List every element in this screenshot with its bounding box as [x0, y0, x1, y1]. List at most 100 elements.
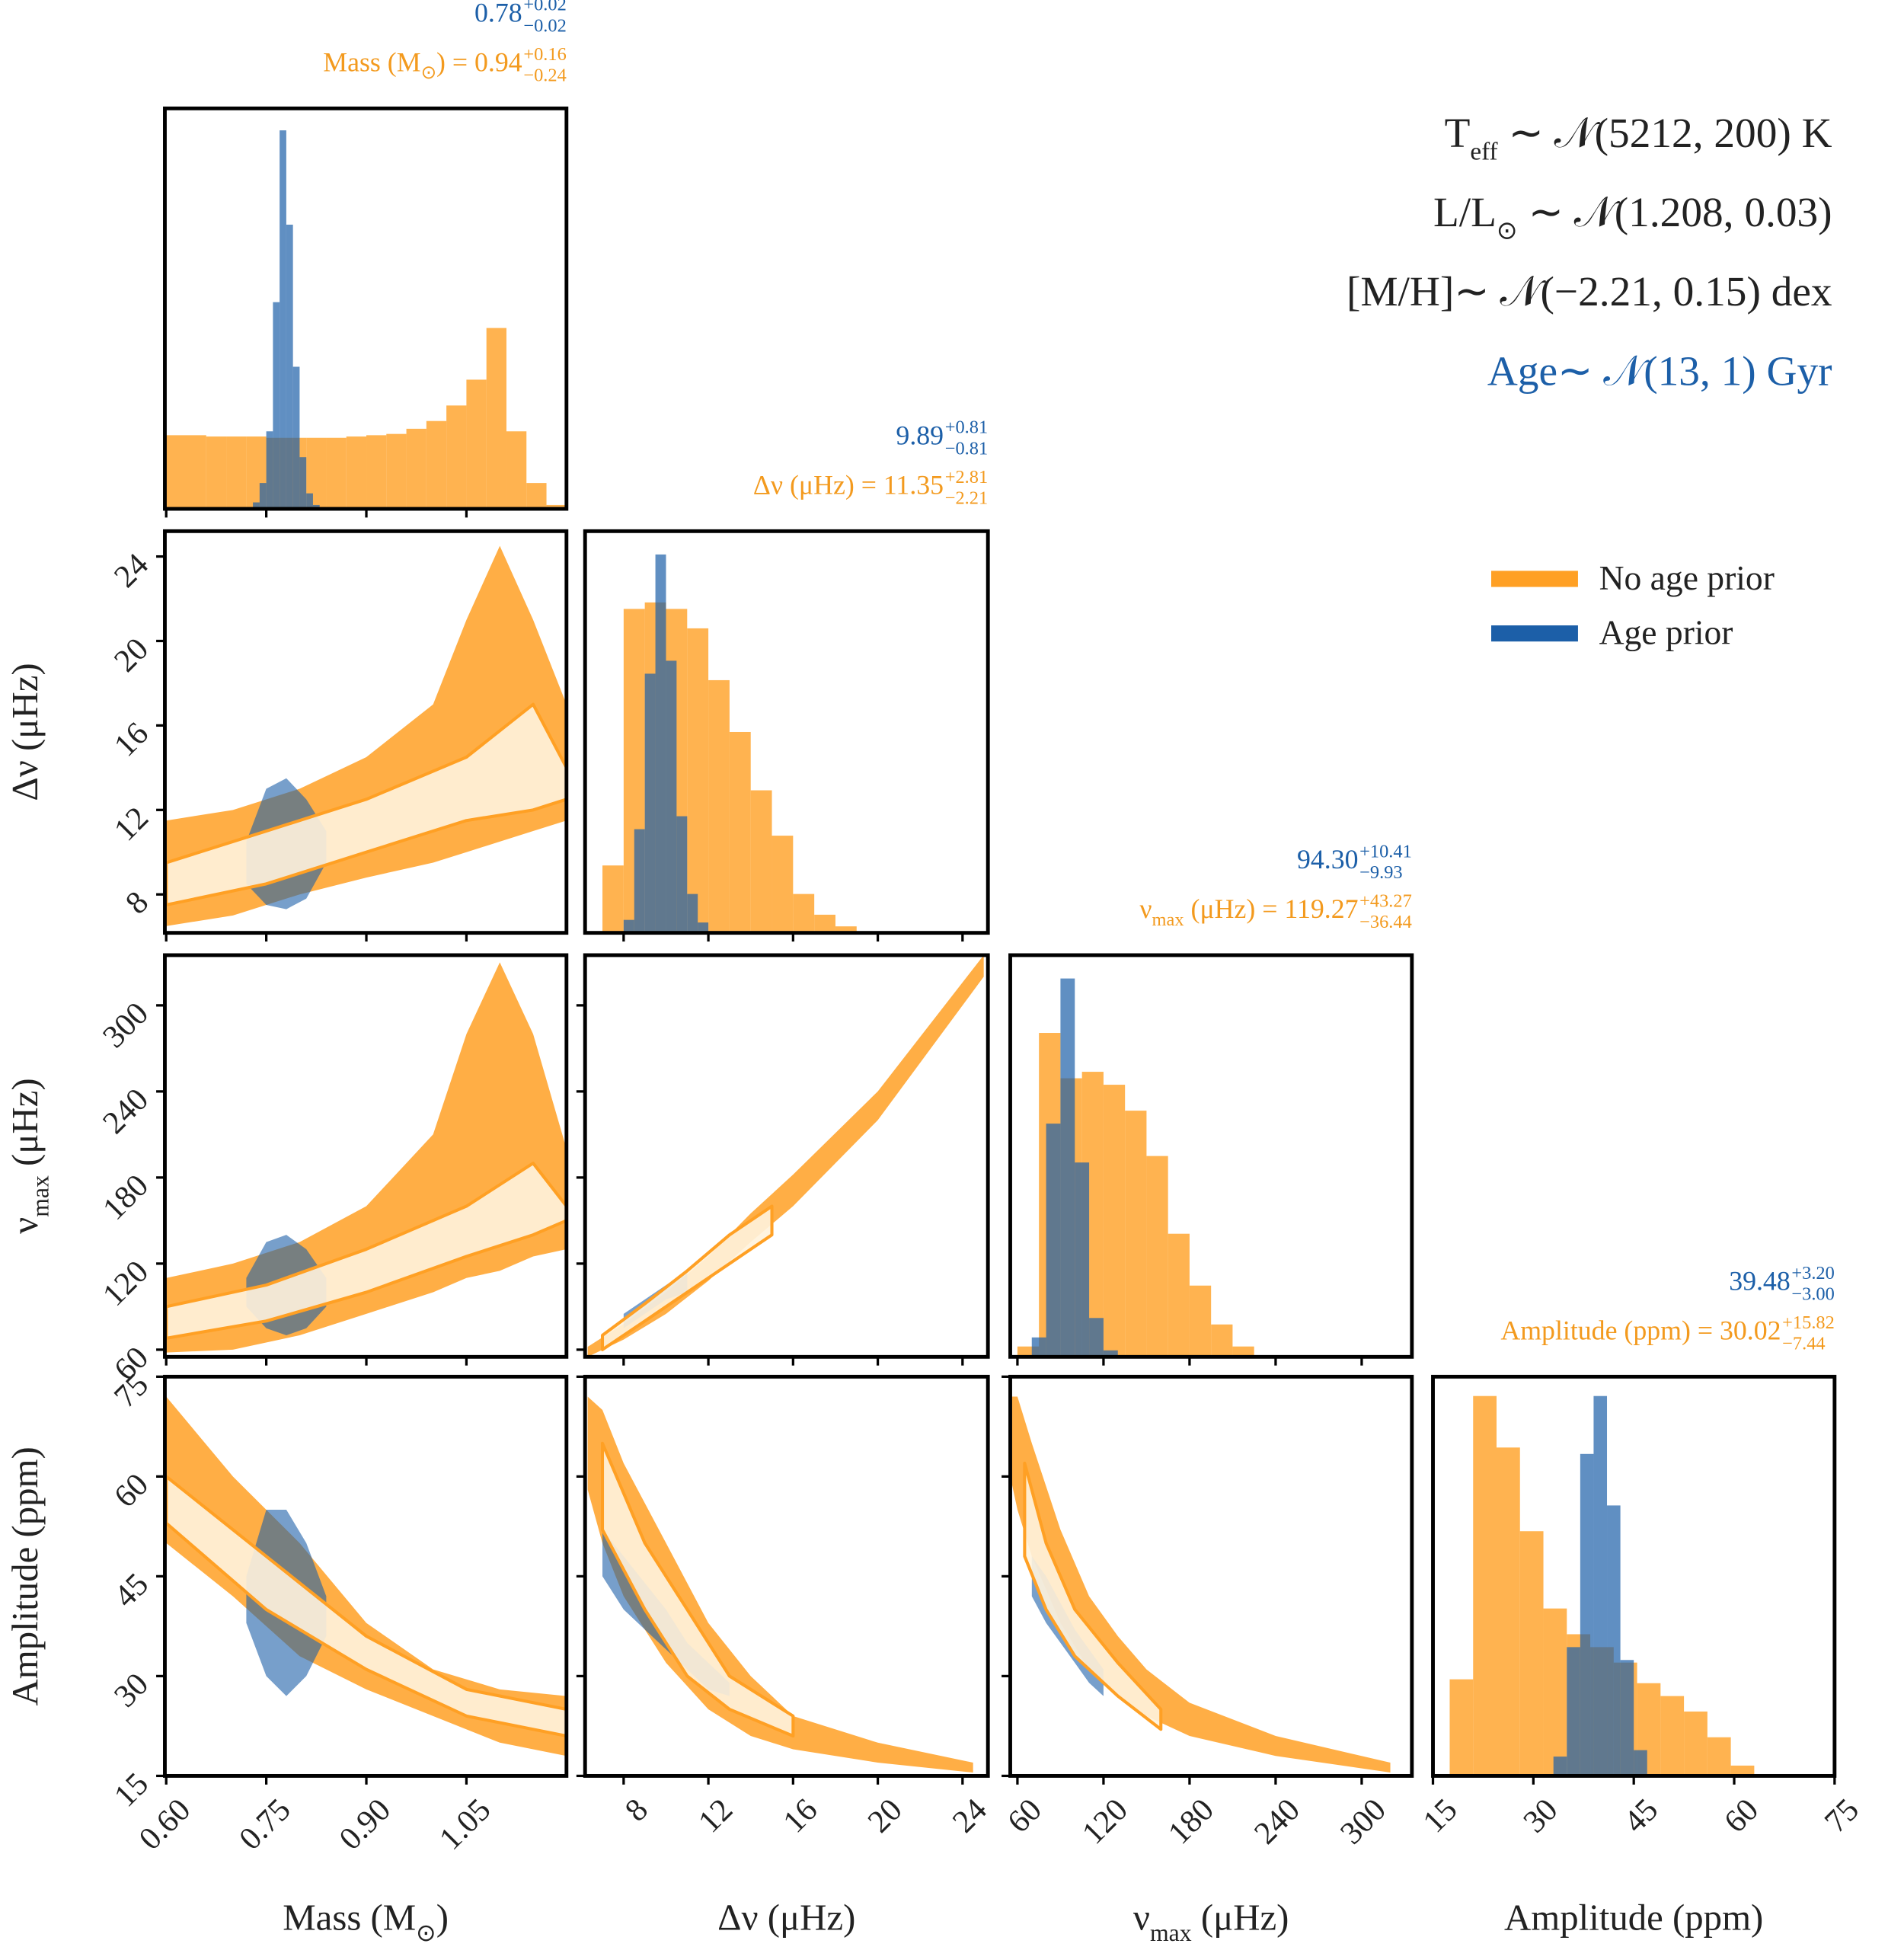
y-tick-label: 12	[107, 800, 155, 848]
density-region	[165, 1162, 567, 1340]
stat-value: 39.48	[1729, 1265, 1791, 1296]
stat-label: Δν (μHz) =	[753, 469, 883, 500]
histogram-bar	[655, 554, 666, 933]
x-axis-label-rest: )	[436, 1896, 449, 1938]
prior-annotation: Teff ∼ 𝒩(5212, 200) K	[1445, 110, 1832, 166]
x-tick-label: 15	[1416, 1792, 1464, 1840]
histogram-bar	[326, 437, 347, 510]
x-tick-label: 300	[1334, 1792, 1393, 1851]
prior-annotation-rest: ∼ 𝒩(5212, 200) K	[1498, 110, 1832, 156]
stat-value: 11.35	[883, 469, 944, 500]
histogram-bar	[299, 457, 307, 510]
x-tick-label: 0.90	[332, 1792, 398, 1857]
histogram	[1449, 1395, 1755, 1776]
histogram-bar	[1684, 1711, 1708, 1776]
y-tick-label: 300	[96, 996, 155, 1055]
x-tick-label: 16	[776, 1792, 824, 1840]
density-panel	[165, 545, 567, 926]
histogram-bar	[1211, 1324, 1233, 1357]
histogram	[602, 554, 857, 933]
x-tick-label: 60	[1001, 1792, 1049, 1840]
stat: νmax (μHz) = 119.27	[1139, 893, 1358, 930]
x-axis-label-main: Δν (μHz)	[717, 1896, 855, 1938]
x-axis-label-rest: (μHz)	[1192, 1896, 1289, 1938]
histogram-bar	[1634, 1750, 1647, 1776]
density-region	[1023, 1461, 1163, 1731]
x-tick-label: 12	[692, 1792, 740, 1840]
histogram-bar	[466, 379, 487, 510]
x-axis-label: Amplitude (ppm)	[1504, 1896, 1763, 1938]
x-axis-label-main: ν	[1133, 1896, 1150, 1938]
histogram-bar	[312, 504, 320, 510]
stat-label-sub: ⊙	[421, 62, 436, 83]
histogram-bar	[814, 914, 835, 933]
stat-lower: −0.81	[945, 438, 988, 459]
x-tick-label: 120	[1075, 1792, 1135, 1851]
histogram-bar	[292, 366, 300, 510]
x-tick-label: 75	[1818, 1792, 1866, 1840]
histogram-bar	[446, 405, 467, 510]
y-axis-label-sub: max	[27, 1175, 53, 1217]
legend-swatch	[1491, 625, 1578, 642]
y-tick-label: 30	[107, 1666, 155, 1714]
histogram-bar	[506, 431, 527, 510]
y-tick-label: 20	[107, 631, 155, 679]
stat-lower: −36.44	[1359, 912, 1412, 932]
stat-upper: +43.27	[1359, 890, 1412, 911]
x-tick-label: 1.05	[433, 1792, 498, 1857]
stat-lower: −3.00	[1791, 1283, 1834, 1304]
x-axis-label-main: Mass (M	[283, 1896, 416, 1938]
y-axis-label-main: ν	[4, 1217, 46, 1234]
histogram-bar	[1660, 1696, 1685, 1776]
histogram-bar	[1075, 1162, 1090, 1357]
prior-annotation-rest: ∼ 𝒩(1.208, 0.03)	[1518, 189, 1832, 235]
x-tick-label: 240	[1248, 1792, 1307, 1851]
histogram-bar	[1168, 1233, 1190, 1357]
histogram-bar	[226, 436, 247, 510]
x-axis-label-sub: ⊙	[416, 1920, 436, 1946]
histogram-bar	[1620, 1660, 1634, 1776]
x-tick-label: 30	[1516, 1792, 1564, 1840]
y-axis-label: Amplitude (ppm)	[4, 1447, 46, 1705]
histogram-bar	[273, 302, 280, 510]
y-tick-label: 75	[107, 1367, 155, 1415]
histogram-bar	[793, 893, 815, 933]
stat-value: 94.30	[1297, 844, 1359, 874]
histogram-bar	[708, 679, 730, 933]
histogram-bar	[698, 922, 709, 933]
histogram-bar	[346, 436, 367, 510]
histogram-bar	[676, 816, 688, 933]
x-tick-label: 45	[1617, 1792, 1665, 1840]
legend-label: Age prior	[1599, 612, 1733, 651]
density-region	[587, 954, 984, 1357]
histogram-bar	[1593, 1395, 1608, 1776]
x-axis-label: νmax (μHz)	[1133, 1896, 1289, 1946]
stat-label: Amplitude (ppm) =	[1500, 1315, 1720, 1346]
histogram-bar	[253, 502, 260, 510]
histogram-bar	[634, 829, 645, 933]
stat: Δν (μHz) = 11.35	[753, 469, 944, 500]
histogram-bar	[406, 428, 426, 510]
histogram-bar	[206, 436, 227, 510]
prior-annotation-main: [M/H]∼ 𝒩(−2.21, 0.15) dex	[1347, 268, 1832, 315]
density-region	[165, 702, 567, 907]
density-region	[600, 1204, 774, 1351]
y-axis-label: Δν (μHz)	[4, 663, 46, 801]
stat-label: Mass (M	[323, 46, 420, 77]
stat-lower: −0.24	[523, 65, 566, 85]
density-region	[165, 1475, 567, 1738]
y-axis-label-main: Δν (μHz)	[4, 663, 46, 801]
x-axis-label-main: Amplitude (ppm)	[1504, 1896, 1763, 1938]
histogram-bar	[1103, 1085, 1126, 1357]
density-panel	[165, 962, 567, 1353]
stat: Mass (M⊙) = 0.94	[323, 46, 522, 83]
histogram	[1017, 978, 1254, 1357]
histogram-bar	[1707, 1737, 1731, 1776]
prior-annotation: Age∼ 𝒩(13, 1) Gyr	[1487, 347, 1832, 394]
histogram-bar	[750, 790, 772, 933]
x-tick-label: 8	[618, 1792, 655, 1828]
panel-frame	[583, 953, 990, 1359]
stat: Amplitude (ppm) = 30.02	[1500, 1315, 1781, 1346]
